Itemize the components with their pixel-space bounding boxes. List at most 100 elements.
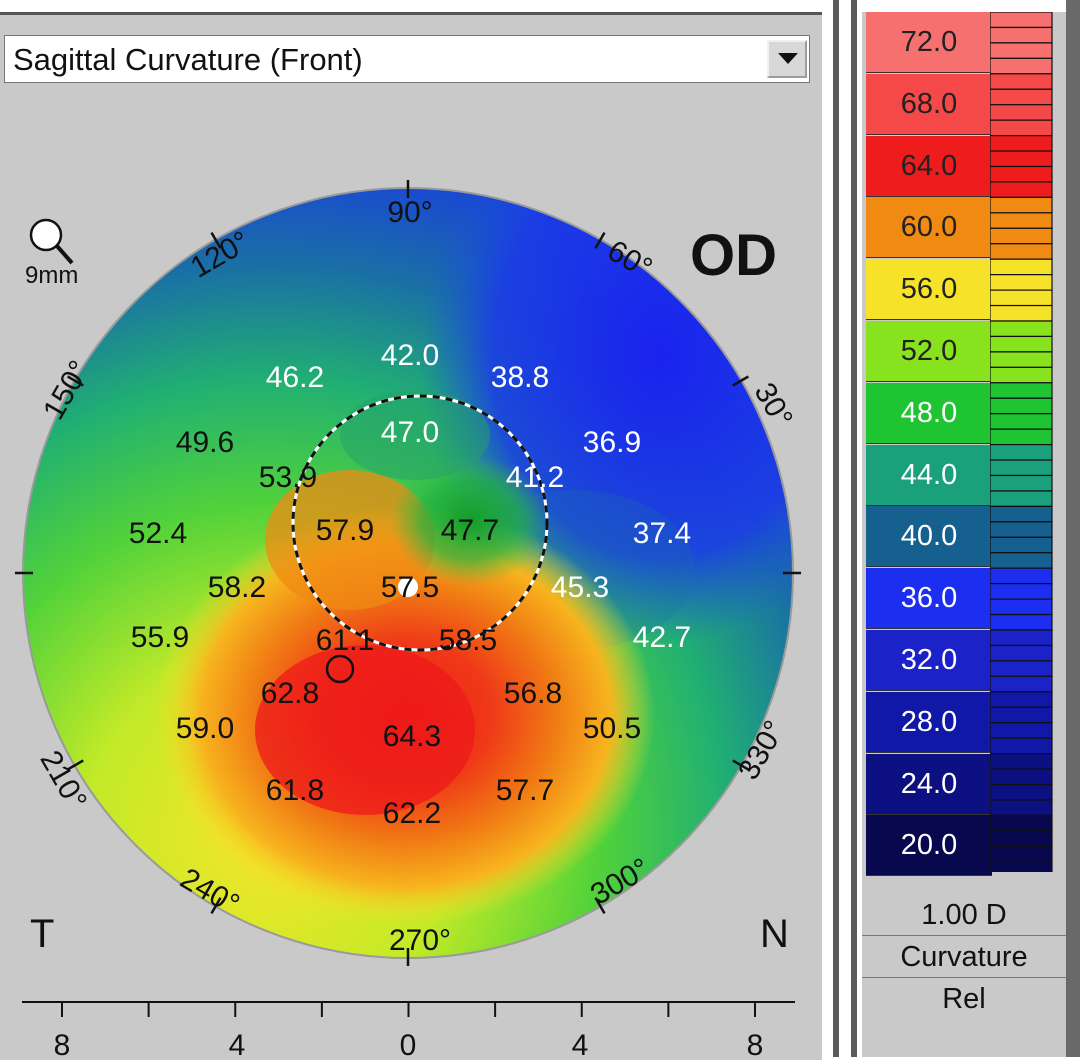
scale-step-swatch (990, 320, 1053, 338)
ruler-label: 8 (747, 1029, 764, 1060)
value-label: 47.7 (441, 514, 499, 547)
scale-step-swatch (990, 212, 1053, 229)
scale-type[interactable]: Curvature (862, 936, 1066, 978)
angle-tick (67, 375, 84, 387)
value-label: 57.7 (496, 774, 554, 807)
scale-step-swatch (990, 505, 1053, 523)
value-label: 64.3 (383, 720, 441, 753)
magnifier-icon[interactable] (29, 218, 74, 265)
scale-level[interactable]: 44.0 (866, 444, 992, 506)
scale-level[interactable]: 64.0 (866, 135, 992, 197)
value-label: 36.9 (583, 426, 641, 459)
scale-step-swatch (990, 799, 1053, 817)
curvature-map[interactable]: 90° 60° 30° 330° 300° 270° 240° 210° 150… (0, 15, 822, 1060)
scale-step-swatch (990, 706, 1053, 724)
scale-level[interactable]: 68.0 (866, 73, 992, 135)
scale-step-swatch (990, 150, 1053, 168)
ruler-label: 0 (400, 1029, 417, 1060)
color-scale-panel: 72.0 68.0 64.0 60.0 56.0 52.0 48.0 44.0 40.0 36.0… (862, 12, 1066, 1057)
scale-level[interactable]: 28.0 (866, 691, 992, 753)
value-label: 61.8 (266, 774, 324, 807)
scale-step-swatch (990, 289, 1053, 307)
scale-step-swatch (990, 196, 1053, 214)
scale-step-swatch (990, 459, 1053, 477)
scale-step-swatch (990, 274, 1053, 291)
ruler-label: 4 (572, 1029, 589, 1060)
scale-step-swatch (990, 181, 1053, 198)
scale-level[interactable]: 32.0 (866, 630, 992, 691)
value-label: 42.0 (381, 339, 439, 372)
scale-step-swatch (990, 73, 1053, 90)
value-label: 45.3 (551, 571, 609, 604)
scale-step-swatch (990, 830, 1053, 847)
scale-step-swatch (990, 845, 1053, 863)
scale-step-swatch (990, 366, 1053, 384)
map-type-dropdown[interactable]: Sagittal Curvature (Front) (4, 35, 810, 83)
scale-level[interactable]: 48.0 (866, 382, 992, 444)
scale-step-swatch (990, 57, 1053, 75)
scale-step-swatch (990, 644, 1053, 662)
scale-step-swatch (990, 428, 1053, 446)
scale-level[interactable]: 40.0 (866, 506, 992, 568)
angle-tick (210, 897, 222, 914)
ruler-label: 8 (54, 1029, 71, 1060)
scale-step-swatch (990, 42, 1053, 59)
angle-tick (67, 759, 84, 771)
scale-step-strip (990, 12, 1053, 872)
map-type-value: Sagittal Curvature (Front) (13, 42, 363, 77)
scale-step-swatch (990, 335, 1053, 353)
scale-step-swatch (990, 119, 1053, 137)
angle-tick (732, 759, 749, 771)
scale-step-swatch (990, 536, 1053, 554)
value-label: 42.7 (633, 621, 691, 654)
panel-divider (833, 0, 839, 1057)
scale-step-swatch (990, 26, 1053, 44)
angle-label-90: 90° (387, 196, 432, 229)
scale-step-swatch (990, 722, 1053, 739)
value-label: 57.9 (316, 514, 374, 547)
dropdown-arrow-button[interactable] (767, 40, 807, 78)
scrollbar[interactable] (1066, 0, 1080, 1057)
value-label: 62.8 (261, 677, 319, 710)
value-label: 41.2 (506, 461, 564, 494)
value-label: 38.8 (491, 361, 549, 394)
scale-step-swatch (990, 490, 1053, 508)
scale-step-swatch (990, 397, 1053, 415)
map-panel: 90° 60° 30° 330° 300° 270° 240° 210° 150… (0, 12, 822, 1060)
scale-step-swatch (990, 691, 1053, 708)
angle-label-270: 270° (389, 924, 451, 957)
scale-level[interactable]: 36.0 (866, 568, 992, 630)
scale-step: 1.00 D (862, 894, 1066, 936)
ruler-label: 4 (229, 1029, 246, 1060)
value-label: 46.2 (266, 361, 324, 394)
center-value-label: 57.5 (381, 571, 439, 604)
scale-level[interactable]: 60.0 (866, 197, 992, 259)
scale-step-swatch (990, 474, 1053, 492)
temporal-label: T (30, 912, 54, 956)
scale-level[interactable]: 72.0 (866, 12, 992, 73)
apex-marker (325, 654, 355, 684)
scale-step-swatch (990, 227, 1053, 245)
value-label: 52.4 (129, 517, 187, 550)
scale-step-swatch (990, 583, 1053, 600)
zoom-label: 9mm (25, 262, 78, 289)
scale-step-swatch (990, 598, 1053, 616)
scale-level[interactable]: 24.0 (866, 753, 992, 815)
scale-step-swatch (990, 165, 1053, 183)
eye-label: OD (690, 223, 777, 288)
scale-step-swatch (990, 134, 1053, 152)
scale-step-swatch (990, 304, 1053, 322)
scale-step-swatch (990, 814, 1053, 832)
scale-level[interactable]: 52.0 (866, 321, 992, 382)
scale-mode[interactable]: Rel (942, 983, 986, 1015)
scale-step-swatch (990, 861, 1053, 872)
scale-step-swatch (990, 243, 1053, 260)
panel-divider (851, 0, 857, 1057)
scale-step-swatch (990, 12, 1053, 29)
scale-step-swatch (990, 567, 1053, 585)
scale-level[interactable]: 56.0 (866, 259, 992, 321)
value-label: 58.5 (439, 624, 497, 657)
scale-step-swatch (990, 613, 1053, 631)
scale-level[interactable]: 20.0 (866, 815, 992, 877)
